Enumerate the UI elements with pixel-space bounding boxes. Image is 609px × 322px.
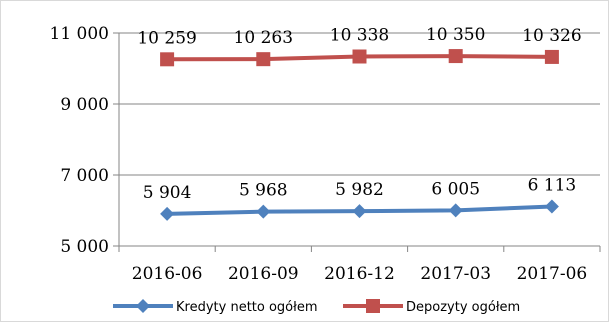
data-label: 10 263: [234, 28, 293, 48]
legend-label: Kredyty netto ogółem: [176, 300, 317, 315]
data-label: 6 113: [528, 175, 577, 195]
gridlines: [119, 32, 600, 176]
data-label: 5 904: [143, 183, 192, 203]
data-point-marker: [352, 49, 367, 64]
data-point-marker: [544, 49, 559, 64]
data-point-marker: [256, 204, 271, 219]
data-point-marker: [448, 49, 463, 64]
data-label: 6 005: [431, 179, 480, 199]
legend-marker: [366, 299, 380, 313]
legend: Kredyty netto ogółem Depozyty ogółem: [113, 299, 520, 315]
legend-marker: [136, 299, 150, 313]
x-tick-label: 2016-06: [132, 264, 203, 284]
series-group: [160, 49, 559, 221]
axes: 5 000 7 000 9 000 11 000 2016-06 2016-09 2016-…: [50, 24, 601, 284]
data-label: 10 326: [522, 26, 581, 46]
y-tick-label: 5 000: [60, 237, 109, 257]
data-point-marker: [160, 52, 175, 67]
x-tick-label: 2016-09: [228, 264, 299, 284]
y-tick-label: 11 000: [50, 24, 109, 44]
data-label: 5 982: [335, 180, 384, 200]
x-tick-label: 2017-06: [517, 264, 588, 284]
y-tick-label: 7 000: [60, 166, 109, 186]
y-tick-label: 9 000: [60, 95, 109, 115]
x-tick-label: 2017-03: [420, 264, 491, 284]
data-point-marker: [256, 52, 271, 67]
data-point-marker: [352, 204, 367, 219]
data-label: 5 968: [239, 181, 288, 201]
data-label: 10 350: [426, 25, 485, 45]
legend-label: Depozyty ogółem: [406, 300, 520, 315]
data-point-marker: [448, 203, 463, 218]
data-labels: 5 904 5 968 5 982 6 005 6 113 10 259 10 263 10 …: [137, 25, 581, 203]
x-tick-label: 2016-12: [324, 264, 395, 284]
data-point-marker: [160, 206, 175, 221]
data-point-marker: [544, 199, 559, 214]
data-label: 10 259: [137, 28, 196, 48]
data-label: 10 338: [330, 26, 389, 46]
